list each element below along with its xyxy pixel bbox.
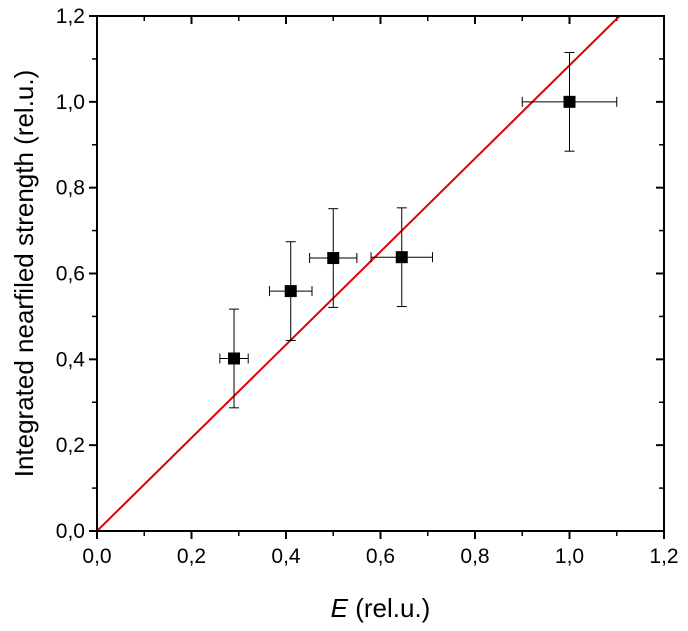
square-marker — [327, 252, 340, 265]
data-point — [309, 208, 358, 308]
x-tick-label: 1,0 — [555, 545, 584, 568]
fit-line — [97, 16, 622, 531]
data-point — [521, 51, 618, 152]
x-tick-label: 0,0 — [82, 545, 111, 568]
x-axis-variable: E — [331, 593, 349, 623]
square-marker — [395, 251, 408, 264]
square-marker — [284, 285, 297, 298]
x-axis-title: E (rel.u.) — [331, 593, 431, 623]
data-point — [370, 207, 433, 308]
y-tick-label: 0,2 — [56, 434, 85, 457]
tick-labels: 0,0 0,2 0,4 0,6 0,8 1,0 1,2 0,0 0,2 0,4 0,6 0,8 1,0 1… — [56, 5, 679, 568]
x-axis-unit: (rel.u.) — [348, 593, 430, 623]
y-tick-label: 1,2 — [56, 5, 85, 28]
square-marker — [563, 95, 576, 108]
minor-ticks — [92, 16, 664, 536]
x-tick-label: 1,2 — [649, 545, 678, 568]
points-layer — [219, 51, 618, 409]
plot-frame — [96, 15, 665, 532]
data-point — [219, 308, 249, 409]
x-tick-label: 0,6 — [366, 545, 395, 568]
y-tick-label: 0,6 — [56, 263, 85, 286]
square-marker — [228, 352, 241, 365]
y-tick-label: 0,8 — [56, 177, 85, 200]
y-tick-label: 1,0 — [56, 91, 85, 114]
major-ticks — [89, 15, 665, 539]
y-tick-label: 0,0 — [56, 520, 85, 543]
fit-layer — [97, 16, 622, 531]
x-tick-label: 0,4 — [271, 545, 301, 568]
x-tick-label: 0,8 — [460, 545, 489, 568]
data-point — [268, 241, 313, 341]
y-axis-title: Integrated nearfiled strength (rel.u.) — [9, 70, 39, 478]
x-tick-label: 0,2 — [177, 545, 206, 568]
y-tick-label: 0,4 — [56, 348, 86, 371]
